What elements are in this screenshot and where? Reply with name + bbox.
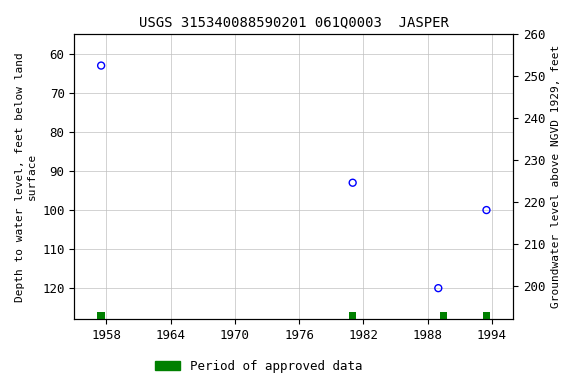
Point: [348, 180, 357, 186]
Y-axis label: Groundwater level above NGVD 1929, feet: Groundwater level above NGVD 1929, feet: [551, 45, 561, 308]
Bar: [349, 312, 357, 319]
Legend: Period of approved data: Period of approved data: [150, 355, 368, 378]
Point: [482, 207, 491, 213]
Bar: [97, 312, 105, 319]
Point: [97, 63, 106, 69]
Point: [434, 285, 443, 291]
Bar: [483, 312, 490, 319]
Bar: [440, 312, 448, 319]
Title: USGS 315340088590201 061Q0003  JASPER: USGS 315340088590201 061Q0003 JASPER: [139, 15, 449, 29]
Y-axis label: Depth to water level, feet below land
surface: Depth to water level, feet below land su…: [15, 52, 37, 302]
